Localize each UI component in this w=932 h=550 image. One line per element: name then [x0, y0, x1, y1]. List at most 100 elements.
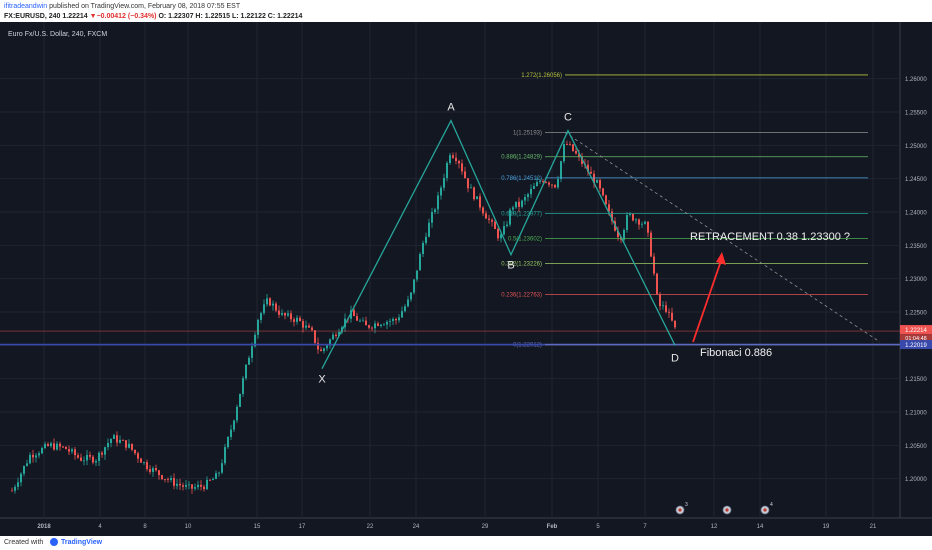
candle-body — [284, 313, 286, 316]
candle-body — [533, 186, 535, 189]
candle-body — [617, 230, 619, 238]
candle-body — [425, 236, 427, 243]
candle-body — [293, 319, 295, 322]
candle-body — [635, 219, 637, 221]
candle-body — [518, 201, 520, 207]
last-price: 1.22214 — [62, 13, 88, 20]
candle-body — [515, 201, 517, 208]
event-marker-dot — [725, 508, 729, 512]
publisher-name[interactable]: ifitradeandwin — [4, 3, 48, 10]
candle-body — [569, 144, 571, 146]
candle-body — [599, 180, 601, 189]
candle-body — [386, 321, 388, 325]
candle-body — [92, 456, 94, 463]
candle-body — [509, 209, 511, 225]
candle-body — [464, 171, 466, 179]
candle-body — [89, 454, 91, 457]
candle-body — [137, 453, 139, 459]
candle-body — [266, 298, 268, 305]
candle-body — [143, 462, 145, 463]
candle-body — [611, 211, 613, 222]
event-marker-count: 4 — [770, 502, 773, 508]
candle-body — [410, 292, 412, 300]
candle-body — [470, 187, 472, 189]
candle-body — [68, 449, 70, 452]
candle-body — [194, 487, 196, 489]
candle-body — [350, 310, 352, 319]
tradingview-brand[interactable]: TradingView — [61, 539, 103, 546]
candle-body — [521, 200, 523, 207]
fib-level-label: 0.5(1.23602) — [508, 237, 542, 243]
candle-body — [50, 443, 52, 446]
candle-body — [218, 472, 220, 474]
candle-body — [200, 484, 202, 487]
published-text: published on TradingView.com, February 0… — [49, 3, 241, 10]
candle-body — [236, 406, 238, 421]
candle-body — [128, 443, 130, 448]
candle-body — [260, 313, 262, 320]
candle-body — [389, 321, 391, 322]
candle-body — [476, 196, 478, 200]
candle-body — [110, 438, 112, 444]
candle-body — [473, 187, 475, 200]
candle-body — [275, 303, 277, 311]
candle-body — [587, 164, 589, 172]
candle-body — [458, 160, 460, 164]
chart-area[interactable]: 1.272(1.26056) 1(1.25193) 0.886(1.24829) 0.… — [0, 22, 932, 536]
time-tick-label: 4 — [98, 524, 102, 530]
price-tick-label: 1.25500 — [905, 111, 927, 117]
price-tick-label: 1.24000 — [905, 211, 927, 217]
time-tick-label: 21 — [870, 524, 877, 530]
candle-body — [56, 443, 58, 450]
candle-body — [197, 484, 199, 488]
price-axis — [900, 22, 932, 536]
candle-body — [527, 194, 529, 198]
candle-body — [167, 479, 169, 481]
candle-body — [383, 324, 385, 326]
candle-body — [314, 330, 316, 343]
candle-body — [497, 229, 499, 239]
candle-body — [311, 327, 313, 331]
candle-body — [377, 323, 379, 326]
created-with-text: Created with — [4, 539, 44, 546]
price-tick-label: 1.24500 — [905, 177, 927, 183]
candle-body — [578, 153, 580, 157]
candle-body — [524, 197, 526, 201]
candle-body — [317, 342, 319, 350]
candle-body — [188, 484, 190, 486]
fib-level-label: 1(1.25193) — [513, 130, 542, 136]
candle-body — [632, 214, 634, 221]
candle-body — [395, 318, 397, 321]
countdown-tag — [900, 334, 932, 343]
candle-body — [47, 443, 49, 446]
candle-body — [449, 155, 451, 163]
candle-body — [638, 219, 640, 225]
candle-body — [116, 435, 118, 443]
candle-body — [101, 452, 103, 455]
candle-body — [227, 436, 229, 448]
candle-body — [155, 468, 157, 471]
candle-body — [428, 222, 430, 237]
candle-body — [296, 317, 298, 322]
candle-body — [152, 468, 154, 472]
price-tick-label: 1.26000 — [905, 77, 927, 83]
candle-body — [251, 346, 253, 358]
candle-body — [434, 209, 436, 213]
time-tick-label: 19 — [823, 524, 830, 530]
candle-body — [659, 294, 661, 307]
candle-body — [542, 181, 544, 182]
candle-body — [29, 454, 31, 464]
candle-body — [662, 305, 664, 307]
candle-body — [17, 482, 19, 487]
symbol: FX:EURUSD, 240 — [4, 13, 61, 20]
fib-zero-tag-text: 1.22019 — [905, 343, 927, 349]
candle-body — [338, 331, 340, 336]
candle-body — [272, 303, 274, 306]
candle-body — [59, 443, 61, 447]
candle-body — [71, 449, 73, 452]
time-tick-label: 24 — [413, 524, 420, 530]
candle-body — [278, 310, 280, 315]
chart-svg[interactable]: 1.272(1.26056) 1(1.25193) 0.886(1.24829) 0.… — [0, 22, 932, 536]
pattern-point-label: C — [564, 112, 572, 124]
candle-body — [308, 325, 310, 328]
